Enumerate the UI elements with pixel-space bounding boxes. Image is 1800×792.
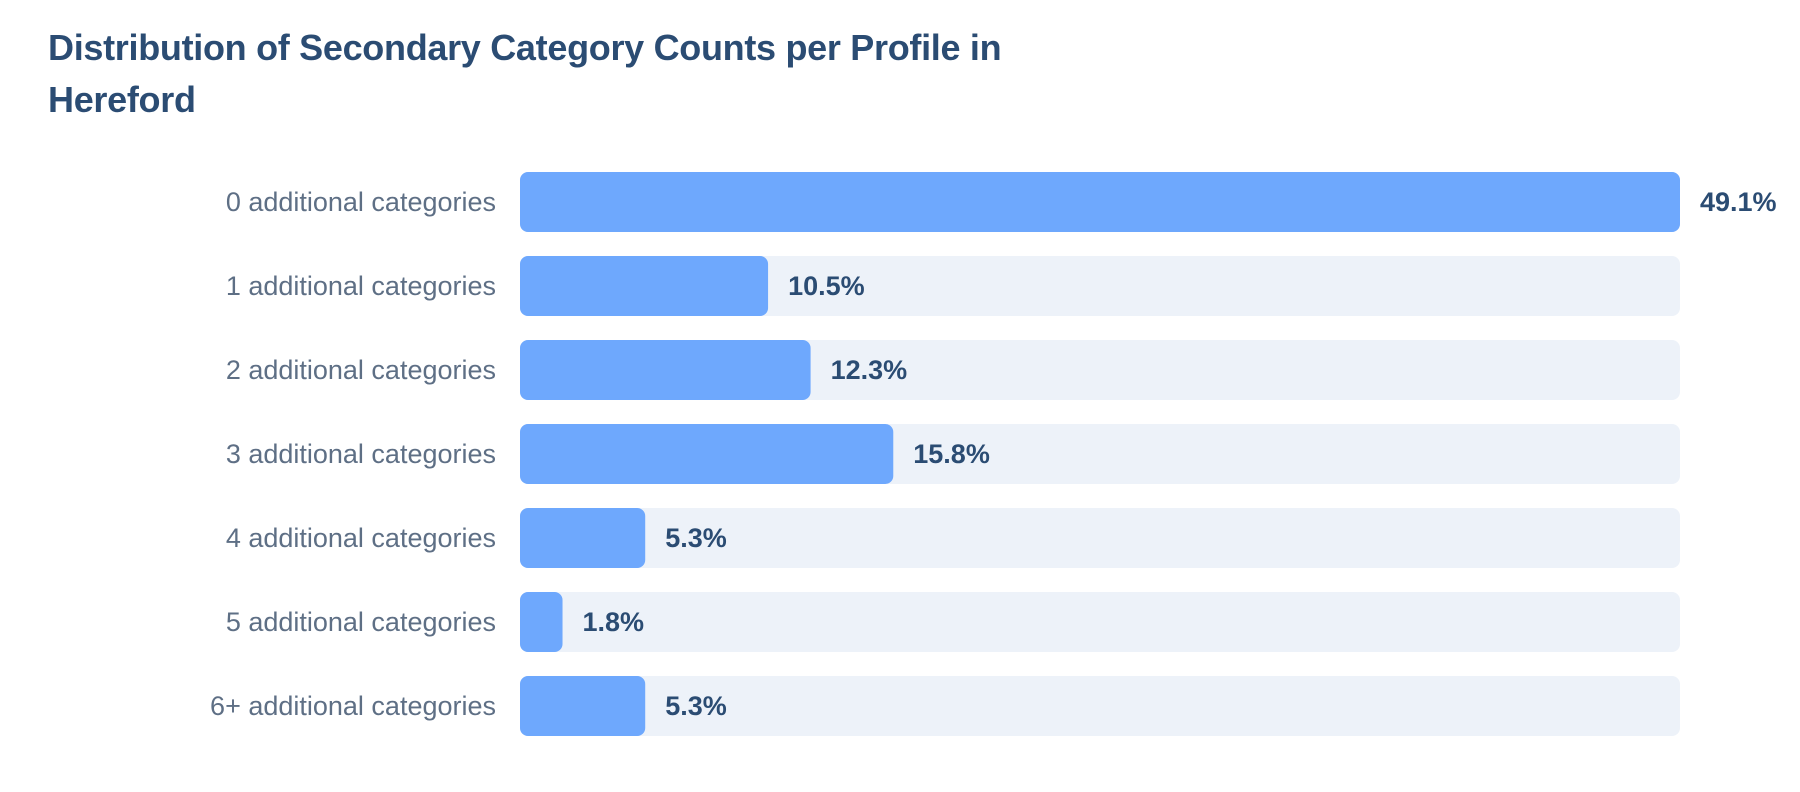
bar <box>520 256 769 316</box>
chart-title: Distribution of Secondary Category Count… <box>48 27 1002 120</box>
bar-track <box>520 508 1680 568</box>
category-label: 0 additional categories <box>226 187 496 217</box>
bar-row: 0 additional categories 49.1% <box>226 172 1777 232</box>
bar <box>520 592 563 652</box>
bar-row: 6+ additional categories 5.3% <box>210 676 1680 736</box>
bar-row: 3 additional categories 15.8% <box>226 424 1680 484</box>
bars-layer: 0 additional categories 49.1% 1 additional… <box>210 172 1777 736</box>
value-label: 49.1% <box>1700 187 1777 217</box>
bar <box>520 424 894 484</box>
category-label: 1 additional categories <box>226 271 496 301</box>
category-label: 6+ additional categories <box>210 691 496 721</box>
category-label: 5 additional categories <box>226 607 496 637</box>
bar-row: 1 additional categories 10.5% <box>226 256 1680 316</box>
value-label: 12.3% <box>831 355 908 385</box>
bar-row: 2 additional categories 12.3% <box>226 340 1680 400</box>
bar <box>520 340 811 400</box>
value-label: 15.8% <box>913 439 990 469</box>
category-label: 4 additional categories <box>226 523 496 553</box>
bar <box>520 508 646 568</box>
value-label: 1.8% <box>583 607 645 637</box>
category-label: 3 additional categories <box>226 439 496 469</box>
bar-track <box>520 676 1680 736</box>
bar <box>520 172 1680 232</box>
value-label: 5.3% <box>665 523 727 553</box>
bar-row: 5 additional categories 1.8% <box>226 592 1680 652</box>
value-label: 5.3% <box>665 691 727 721</box>
category-label: 2 additional categories <box>226 355 496 385</box>
bar-track <box>520 256 1680 316</box>
value-label: 10.5% <box>788 271 865 301</box>
bar <box>520 676 646 736</box>
bar-track <box>520 592 1680 652</box>
bar-row: 4 additional categories 5.3% <box>226 508 1680 568</box>
